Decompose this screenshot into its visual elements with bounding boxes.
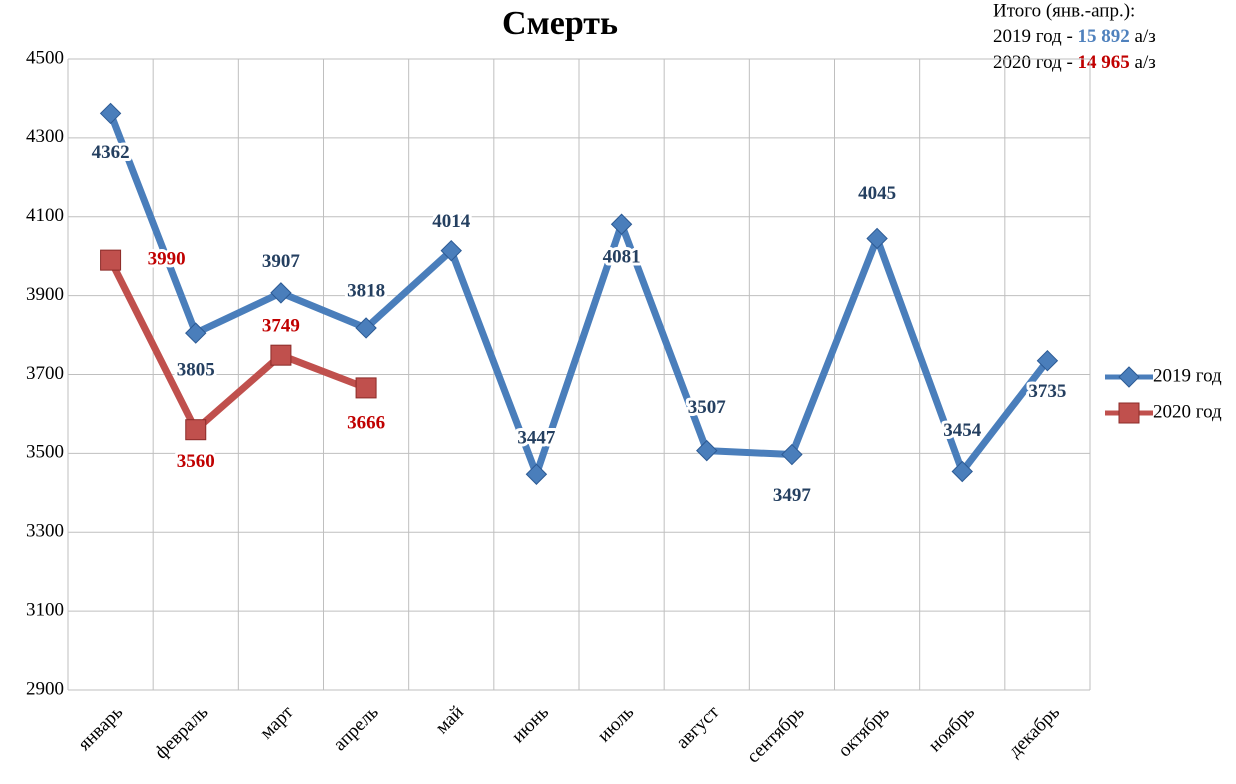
data-label: 3990 — [148, 248, 186, 269]
annotation-suffix: а/з — [1130, 52, 1156, 73]
data-label: 4014 — [432, 211, 471, 232]
annotation-line: 2019 год - 15 892 а/з — [993, 26, 1156, 47]
data-label: 3749 — [262, 316, 300, 337]
data-label: 4081 — [603, 247, 641, 268]
annotation-line: 2020 год - 14 965 а/з — [993, 52, 1156, 73]
y-tick-label: 4100 — [26, 205, 64, 226]
y-tick-label: 3500 — [26, 442, 64, 463]
data-label: 3735 — [1028, 381, 1066, 402]
marker — [1118, 402, 1140, 424]
data-label: 3805 — [177, 359, 215, 380]
marker — [866, 227, 888, 250]
marker — [696, 439, 718, 462]
x-tick-label: май — [431, 702, 467, 738]
x-tick-label: июль — [594, 702, 639, 747]
annotation-heading: Итого (янв.-апр.): — [993, 0, 1135, 21]
marker — [270, 344, 292, 366]
marker — [185, 419, 207, 441]
x-tick-label: июнь — [508, 702, 554, 748]
data-label: 3454 — [943, 420, 982, 441]
annotation-prefix: 2020 год - — [993, 52, 1078, 73]
data-label: 3666 — [347, 412, 385, 433]
y-tick-label: 3100 — [26, 599, 64, 620]
marker — [781, 443, 803, 466]
x-tick-label: сентябрь — [743, 702, 809, 768]
series-line — [107, 258, 368, 434]
annotation-prefix: 2019 год - — [993, 26, 1078, 47]
marker — [440, 239, 462, 262]
legend-label: 2019 год — [1153, 365, 1222, 386]
marker — [1036, 349, 1059, 372]
data-label: 3907 — [262, 251, 301, 272]
marker — [610, 213, 633, 235]
data-label: 3507 — [688, 397, 727, 418]
annotation-suffix: а/з — [1130, 26, 1156, 47]
data-label: 3497 — [773, 485, 812, 506]
marker — [99, 102, 122, 125]
legend-label: 2020 год — [1153, 401, 1222, 422]
y-tick-label: 4500 — [26, 47, 64, 68]
y-tick-label: 4300 — [26, 126, 64, 147]
x-tick-label: август — [672, 701, 724, 753]
marker — [355, 317, 377, 339]
x-tick-label: апрель — [329, 702, 383, 756]
annotation-total: 14 965 — [1078, 52, 1130, 73]
x-tick-label: январь — [74, 702, 127, 755]
x-tick-label: февраль — [151, 702, 213, 764]
x-tick-label: октябрь — [834, 702, 894, 762]
series-line — [107, 112, 1051, 478]
marker — [951, 460, 973, 483]
y-tick-label: 3300 — [26, 521, 64, 542]
y-tick-label: 3700 — [26, 363, 64, 384]
x-tick-label: ноябрь — [924, 702, 979, 757]
data-label: 4362 — [92, 142, 130, 163]
data-label: 3560 — [177, 451, 215, 472]
data-label: 4045 — [858, 183, 896, 204]
data-label: 3447 — [517, 428, 556, 449]
x-tick-label: декабрь — [1004, 702, 1064, 762]
y-tick-label: 3900 — [26, 284, 64, 305]
marker — [1118, 366, 1140, 388]
marker — [185, 322, 207, 344]
annotation-total: 15 892 — [1078, 26, 1130, 47]
marker — [270, 282, 292, 304]
y-tick-label: 2900 — [26, 678, 64, 699]
chart-title: Смерть — [502, 5, 618, 42]
marker — [525, 463, 548, 485]
data-label: 3818 — [347, 280, 385, 301]
marker — [355, 377, 377, 399]
x-tick-label: март — [256, 701, 298, 743]
marker — [100, 249, 122, 271]
